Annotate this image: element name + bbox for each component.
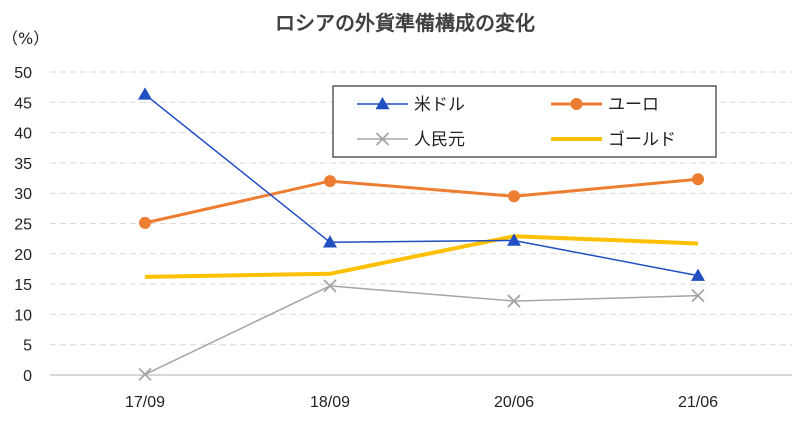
y-tick-label: 50 [14, 65, 32, 82]
legend-item: 米ドル [357, 95, 465, 115]
legend-marker [570, 98, 583, 110]
y-tick-label: 35 [14, 156, 32, 173]
x-tick-label: 17/09 [125, 394, 165, 411]
legend-marker [375, 132, 390, 146]
y-tick-label: 20 [14, 247, 32, 264]
x-marker-stroke [323, 279, 337, 293]
data-point [692, 173, 704, 186]
data-point [507, 294, 521, 308]
y-tick-label: 40 [14, 126, 32, 143]
y-tick-label: 25 [14, 217, 32, 234]
y-axis-unit-label: （%） [2, 29, 49, 48]
y-tick-label: 10 [14, 307, 32, 324]
legend-label: ユーロ [608, 95, 659, 115]
series-line-3 [144, 234, 699, 279]
chart-title: ロシアの外貨準備構成の変化 [275, 11, 535, 35]
y-tick-label: 30 [14, 186, 32, 203]
series-line-0 [144, 93, 699, 277]
data-point [691, 268, 705, 281]
series-line-1 [144, 177, 699, 225]
data-point [324, 175, 336, 188]
legend-item: ゴールド [551, 129, 676, 150]
series-line-2 [144, 285, 699, 376]
legend-box [332, 85, 717, 158]
legend-label: 人民元 [414, 130, 465, 150]
x-marker-stroke [375, 132, 390, 146]
data-point [691, 288, 705, 303]
y-tick-label: 15 [14, 277, 32, 294]
data-point [323, 279, 337, 293]
legend-marker [375, 97, 390, 110]
legend-label: 米ドル [414, 95, 465, 115]
data-point [139, 216, 151, 229]
x-marker-stroke [138, 367, 152, 382]
x-marker-stroke [691, 288, 705, 303]
data-point [323, 235, 337, 248]
data-point [508, 190, 520, 203]
y-tick-label: 5 [23, 338, 32, 355]
y-tick-label: 45 [14, 95, 32, 112]
legend-item: ユーロ [551, 95, 659, 115]
y-tick-label: 0 [23, 368, 32, 385]
x-marker-stroke [507, 294, 521, 308]
data-point [138, 87, 152, 100]
x-tick-label: 20/06 [494, 394, 534, 411]
series-lines [138, 87, 705, 382]
data-point [138, 367, 152, 382]
legend-label: ゴールド [608, 129, 676, 150]
x-tick-label: 21/06 [678, 394, 718, 411]
data-point [507, 233, 521, 246]
legend-item: 人民元 [357, 130, 465, 150]
axes: 0 5 10 15 20 25 30 35 40 45 50 17/09 18/09 20/06 21/06 [14, 65, 792, 411]
x-tick-label: 18/09 [310, 394, 350, 411]
